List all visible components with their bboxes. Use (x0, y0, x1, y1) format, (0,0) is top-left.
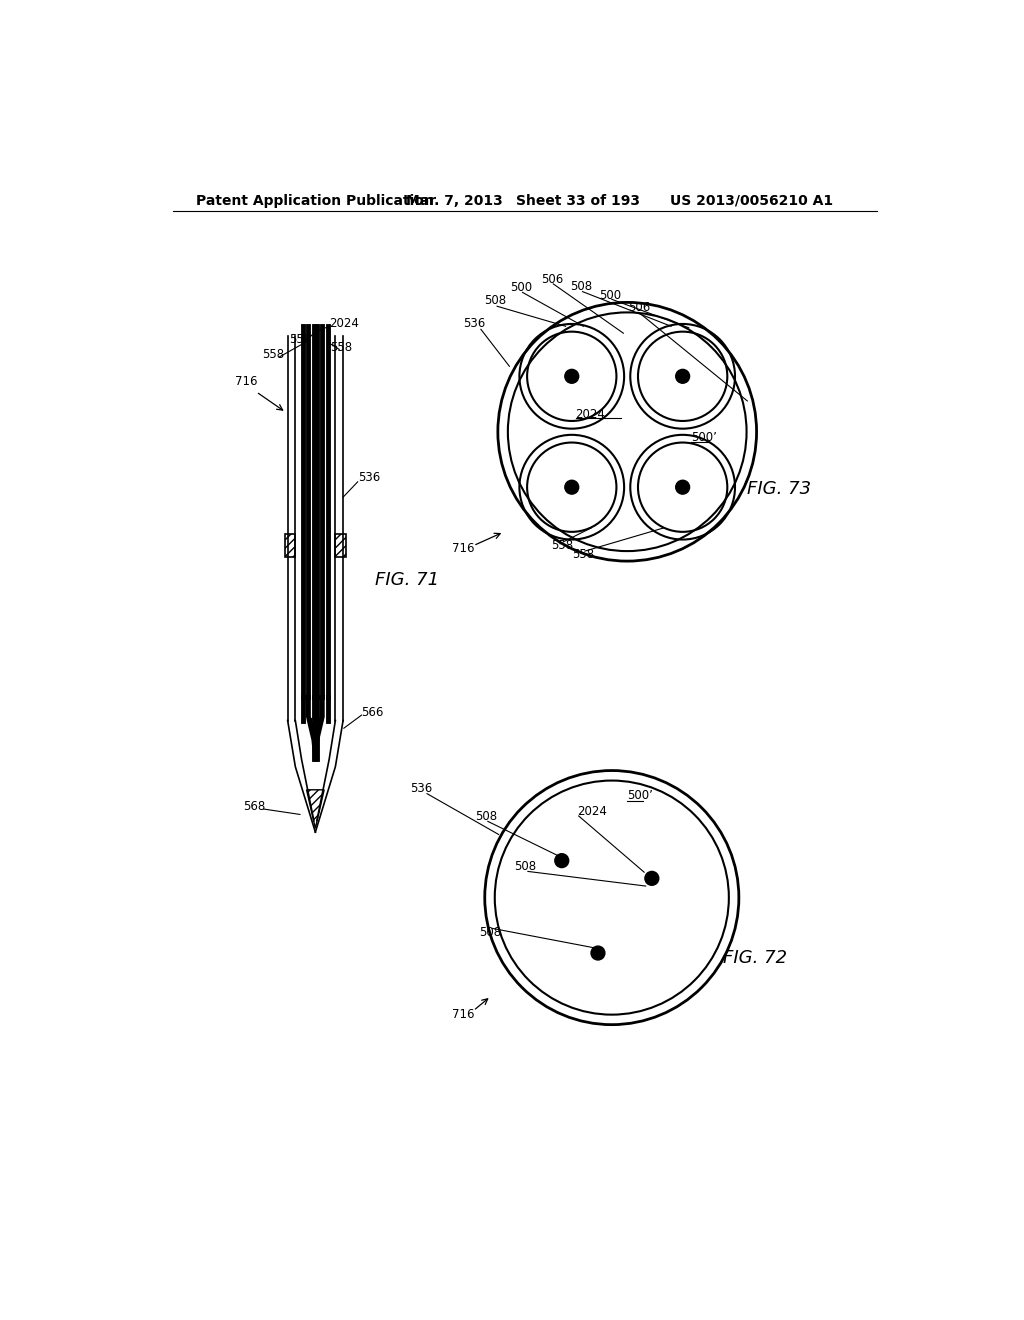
Text: FIG. 73: FIG. 73 (746, 480, 811, 499)
Text: Mar. 7, 2013: Mar. 7, 2013 (407, 194, 503, 207)
Text: 558: 558 (262, 348, 284, 362)
Text: 716: 716 (452, 1008, 474, 1022)
Circle shape (676, 480, 689, 494)
Text: 566: 566 (361, 706, 384, 719)
Text: 508: 508 (570, 280, 592, 293)
Text: 716: 716 (452, 543, 474, 556)
Circle shape (565, 370, 579, 383)
Text: FIG. 72: FIG. 72 (724, 949, 787, 966)
Circle shape (565, 480, 579, 494)
Circle shape (645, 871, 658, 886)
Text: 558: 558 (551, 539, 572, 552)
Text: Patent Application Publication: Patent Application Publication (196, 194, 434, 207)
Text: Sheet 33 of 193: Sheet 33 of 193 (515, 194, 640, 207)
Text: 500: 500 (599, 289, 622, 302)
Text: 508: 508 (514, 861, 536, 874)
Text: 508: 508 (484, 294, 507, 308)
Text: 506: 506 (628, 301, 650, 314)
Text: 558: 558 (572, 548, 594, 561)
Text: 536: 536 (464, 317, 485, 330)
Text: 568: 568 (243, 800, 265, 813)
Text: 536: 536 (357, 471, 380, 484)
Text: 508: 508 (479, 925, 501, 939)
Text: US 2013/0056210 A1: US 2013/0056210 A1 (670, 194, 833, 207)
Text: 558: 558 (289, 333, 311, 346)
Text: 508: 508 (475, 810, 498, 824)
Text: 536: 536 (411, 781, 433, 795)
Text: 506: 506 (541, 273, 563, 286)
Text: 716: 716 (234, 375, 257, 388)
Circle shape (676, 370, 689, 383)
Text: 500’: 500’ (691, 430, 717, 444)
Text: 558: 558 (330, 341, 352, 354)
Text: 2024: 2024 (578, 805, 607, 818)
Text: 500: 500 (510, 281, 532, 294)
Text: FIG. 71: FIG. 71 (376, 572, 439, 589)
Text: 500’: 500’ (628, 789, 653, 803)
Circle shape (555, 854, 568, 867)
Circle shape (591, 946, 605, 960)
Polygon shape (306, 789, 325, 829)
Text: 2024: 2024 (330, 317, 359, 330)
Text: 2024: 2024 (575, 408, 605, 421)
